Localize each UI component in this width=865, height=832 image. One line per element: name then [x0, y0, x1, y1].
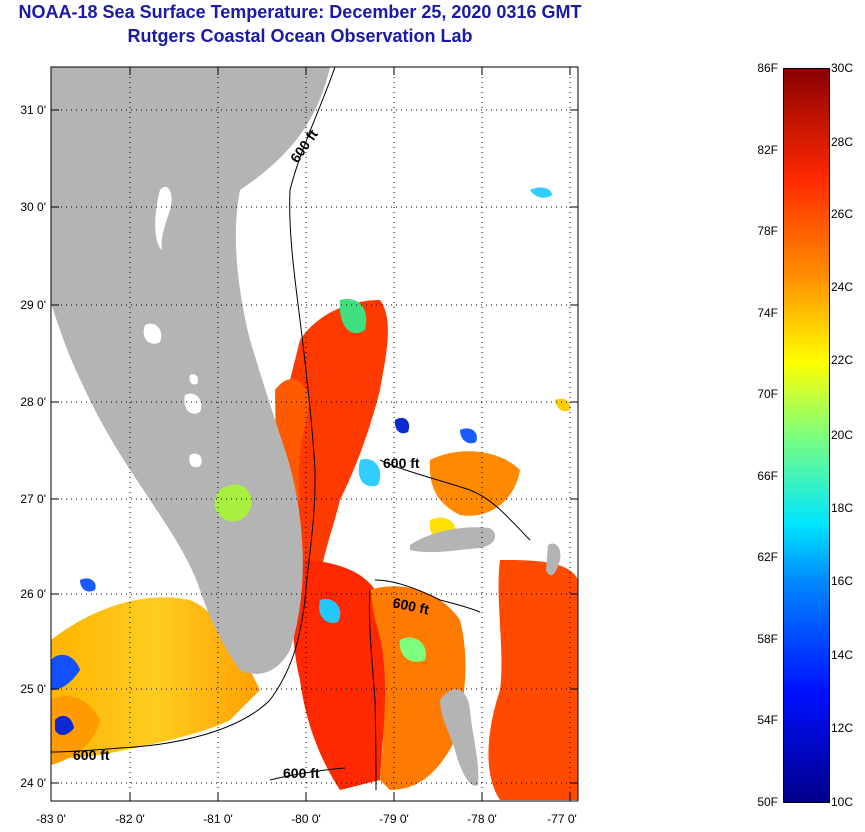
lon-label: -81 0' — [203, 812, 233, 826]
colorbar-f-label: 74F — [757, 306, 778, 320]
colorbar-f-label: 66F — [757, 469, 778, 483]
colorbar-c-label: 16C — [831, 574, 854, 588]
colorbar-c-label: 24C — [831, 280, 854, 294]
colorbar-c-label: 10C — [831, 795, 854, 809]
lat-label: 29 0' — [20, 298, 46, 312]
lon-label: -78 0' — [467, 812, 497, 826]
map-frame — [50, 66, 579, 802]
lon-label: -79 0' — [379, 812, 409, 826]
lon-label: -77 0' — [547, 812, 577, 826]
colorbar-f-label: 78F — [757, 224, 778, 238]
map-title: NOAA-18 Sea Surface Temperature: Decembe… — [18, 2, 582, 22]
land — [51, 67, 561, 786]
sst-map: 600 ft 600 ft 600 ft 600 ft 600 ft — [50, 66, 579, 802]
colorbar-c-label: 20C — [831, 428, 854, 442]
colorbar-f-label: 58F — [757, 632, 778, 646]
colorbar-f-label: 54F — [757, 713, 778, 727]
colorbar-f-label: 86F — [757, 61, 778, 75]
lat-label: 25 0' — [20, 682, 46, 696]
colorbar-c-label: 18C — [831, 501, 854, 515]
contour-label: 600 ft — [391, 594, 430, 617]
lake-okeechobee — [214, 484, 252, 522]
colorbar-f-label: 82F — [757, 143, 778, 157]
colorbar-c-label: 14C — [831, 648, 854, 662]
lat-label: 27 0' — [20, 492, 46, 506]
colorbar-c-label: 12C — [831, 721, 854, 735]
colorbar-c-label: 30C — [831, 61, 854, 75]
contour-label: 600 ft — [383, 455, 420, 471]
colorbar-c-label: 26C — [831, 207, 854, 221]
temperature-colorbar — [783, 68, 830, 803]
map-subtitle: Rutgers Coastal Ocean Observation Lab — [127, 26, 473, 46]
lat-label: 28 0' — [20, 395, 46, 409]
colorbar-f-label: 70F — [757, 387, 778, 401]
inland-nodata — [143, 186, 202, 468]
contour-label: 600 ft — [283, 765, 320, 781]
lat-label: 26 0' — [20, 587, 46, 601]
lon-label: -80 0' — [291, 812, 321, 826]
lon-label: -82 0' — [115, 812, 145, 826]
contour-label: 600 ft — [73, 747, 110, 763]
lon-label: -83 0' — [36, 812, 66, 826]
colorbar-c-label: 22C — [831, 353, 854, 367]
lat-label: 24 0' — [20, 776, 46, 790]
colorbar-f-label: 62F — [757, 550, 778, 564]
lat-label: 31 0' — [20, 103, 46, 117]
colorbar-f-label: 50F — [757, 795, 778, 809]
lat-label: 30 0' — [20, 200, 46, 214]
colorbar-c-label: 28C — [831, 135, 854, 149]
